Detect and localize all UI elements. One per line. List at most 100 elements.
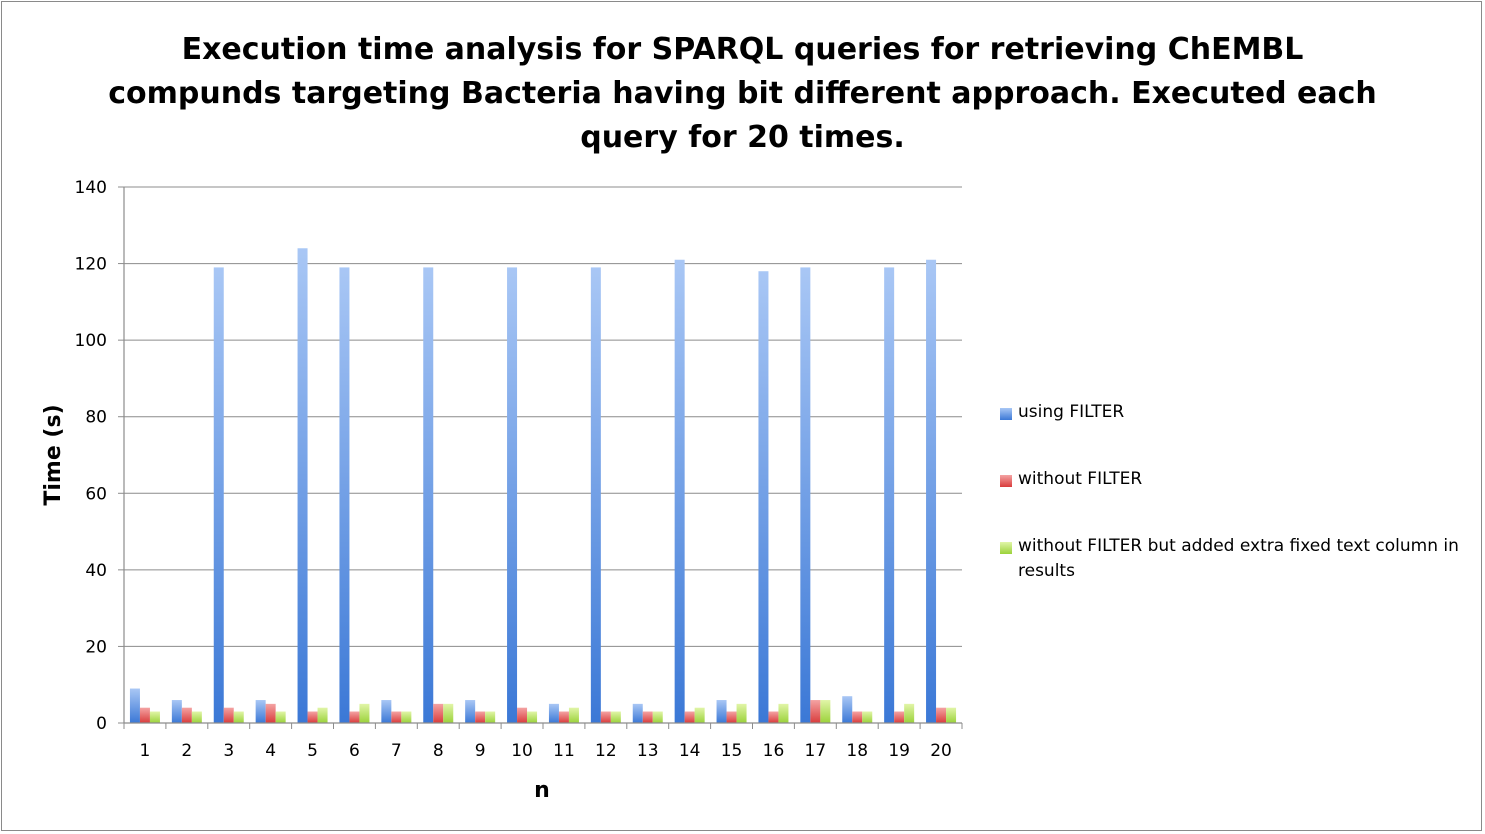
bar-using-filter-1	[129, 688, 140, 723]
legend-swatch	[1000, 542, 1012, 554]
bar-using-filter-14	[674, 259, 685, 723]
bar-using-filter-5	[297, 248, 308, 723]
bar-without-filter-extra-column-6	[359, 703, 370, 723]
bar-using-filter-16	[758, 271, 769, 723]
bar-without-filter-extra-column-11	[568, 707, 579, 723]
bar-without-filter-extra-column-13	[652, 711, 663, 723]
bar-without-filter-6	[349, 711, 360, 723]
y-tick-labels: 0 20 40 60 80 100 120 140	[75, 178, 107, 734]
bar-without-filter-extra-column-7	[401, 711, 412, 723]
bar-using-filter-11	[548, 703, 559, 723]
x-tick-label: 4	[265, 741, 276, 761]
x-tick-label: 19	[888, 741, 910, 761]
x-tick-label: 13	[637, 741, 659, 761]
x-tick-label: 10	[511, 741, 533, 761]
bar-without-filter-15	[726, 711, 737, 723]
bar-using-filter-17	[800, 267, 811, 723]
bar-using-filter-19	[884, 267, 895, 723]
bar-without-filter-16	[768, 711, 779, 723]
legend-label: without FILTER but added extra fixed tex…	[1018, 536, 1459, 581]
x-tick-label: 16	[763, 741, 785, 761]
bar-without-filter-extra-column-15	[736, 703, 747, 723]
bar-without-filter-extra-column-10	[527, 711, 538, 723]
y-tick-label: 80	[85, 408, 107, 428]
bar-without-filter-10	[517, 707, 528, 723]
x-tick-label: 12	[595, 741, 617, 761]
y-tick-label: 20	[85, 637, 107, 657]
legend-swatch	[1000, 475, 1012, 487]
bar-without-filter-8	[433, 703, 444, 723]
x-tick-label: 18	[846, 741, 868, 761]
bar-without-filter-extra-column-18	[862, 711, 873, 723]
y-tick-label: 60	[85, 484, 107, 504]
y-tick-label: 100	[75, 331, 107, 351]
bar-using-filter-8	[423, 267, 434, 723]
x-tick-label: 5	[307, 741, 318, 761]
legend-item: using FILTER	[1000, 400, 1470, 425]
x-tick-label: 11	[553, 741, 575, 761]
bar-without-filter-extra-column-17	[820, 700, 831, 723]
y-axis-title: Time (s)	[41, 404, 66, 505]
bar-using-filter-10	[507, 267, 518, 723]
chart-title-line-2: compunds targeting Bacteria having bit d…	[108, 76, 1377, 111]
legend-item: without FILTER	[1000, 467, 1470, 492]
bars	[129, 248, 957, 723]
axes	[123, 187, 963, 729]
bar-without-filter-extra-column-16	[778, 703, 789, 723]
x-tick-labels: 1 2 3 4 5 6 7 8 9 10 11 12 13 14 15 16 17 18 19 20	[140, 741, 952, 761]
bar-using-filter-12	[590, 267, 601, 723]
y-tick-label: 140	[75, 178, 107, 198]
legend-item: without FILTER but added extra fixed tex…	[1000, 534, 1470, 584]
bar-without-filter-19	[894, 711, 905, 723]
y-tick-label: 0	[96, 714, 107, 734]
bar-using-filter-13	[632, 703, 643, 723]
bar-without-filter-17	[810, 700, 821, 723]
bar-using-filter-3	[213, 267, 224, 723]
bar-without-filter-20	[936, 707, 947, 723]
bar-using-filter-9	[465, 700, 476, 723]
bar-using-filter-6	[339, 267, 350, 723]
gridlines	[118, 186, 962, 724]
legend: using FILTER without FILTER without FILTER…	[1000, 400, 1470, 584]
bar-using-filter-4	[255, 700, 266, 723]
bar-using-filter-2	[171, 700, 182, 723]
bar-without-filter-extra-column-9	[485, 711, 496, 723]
bar-without-filter-13	[642, 711, 653, 723]
x-tick-label: 3	[223, 741, 234, 761]
bar-without-filter-extra-column-4	[275, 711, 286, 723]
bar-without-filter-extra-column-1	[149, 711, 160, 723]
x-tick-label: 7	[391, 741, 402, 761]
x-tick-label: 17	[805, 741, 827, 761]
bar-without-filter-5	[307, 711, 318, 723]
bar-without-filter-11	[558, 711, 569, 723]
x-tick-label: 6	[349, 741, 360, 761]
bar-without-filter-2	[181, 707, 192, 723]
bar-without-filter-9	[475, 711, 486, 723]
chart-title-line-1: Execution time analysis for SPARQL queri…	[181, 32, 1304, 67]
bar-without-filter-3	[223, 707, 234, 723]
bar-without-filter-18	[852, 711, 863, 723]
bar-without-filter-extra-column-19	[904, 703, 915, 723]
bar-without-filter-12	[600, 711, 611, 723]
bar-without-filter-extra-column-20	[946, 707, 957, 723]
legend-label: using FILTER	[1018, 402, 1125, 422]
x-tick-label: 15	[721, 741, 743, 761]
bar-using-filter-7	[381, 700, 392, 723]
bar-without-filter-extra-column-2	[191, 711, 202, 723]
x-tick-label: 9	[475, 741, 486, 761]
x-tick-label: 8	[433, 741, 444, 761]
chart-title-line-3: query for 20 times.	[580, 120, 905, 155]
x-tick-label: 1	[140, 741, 151, 761]
bar-without-filter-extra-column-5	[317, 707, 328, 723]
chart-title: Execution time analysis for SPARQL queri…	[0, 28, 1485, 160]
x-axis-title: n	[534, 778, 550, 803]
bar-using-filter-15	[716, 700, 727, 723]
bar-without-filter-4	[265, 703, 276, 723]
bar-without-filter-14	[684, 711, 695, 723]
bar-without-filter-1	[139, 707, 150, 723]
x-tick-label: 2	[181, 741, 192, 761]
legend-label: without FILTER	[1018, 469, 1143, 489]
bar-using-filter-20	[926, 259, 937, 723]
